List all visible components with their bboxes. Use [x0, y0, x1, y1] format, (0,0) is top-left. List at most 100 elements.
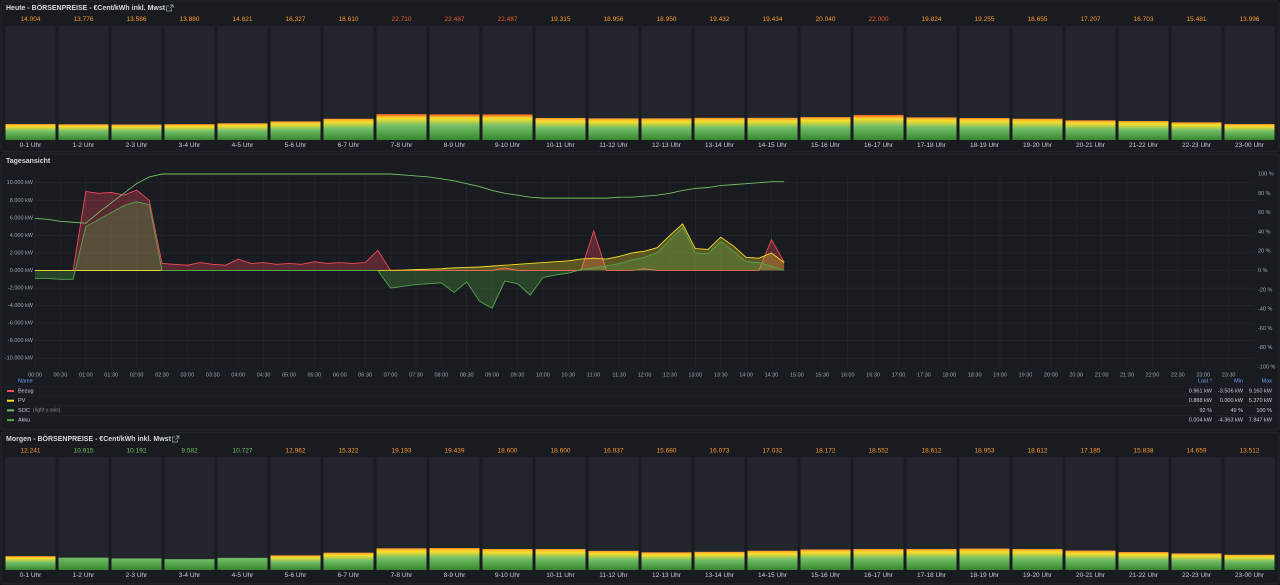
gauge-value: 16.327	[286, 16, 306, 23]
gauge-label: 20-21 Uhr	[1076, 142, 1106, 149]
gauge-label: 6-7 Uhr	[338, 142, 361, 149]
gauge-value: 10.915	[74, 448, 94, 455]
gauge-label: 3-4 Uhr	[179, 142, 202, 149]
legend-name[interactable]: Bezug	[18, 388, 34, 394]
gauge-bar	[164, 124, 215, 140]
gauge-value: 19.439	[445, 448, 465, 455]
gauge-bar	[217, 123, 268, 140]
y2-tick-label: 20 %	[1258, 249, 1271, 255]
gauge-background	[5, 457, 56, 570]
x-tick-label: 21:30	[1120, 372, 1134, 378]
link-icon[interactable]	[166, 4, 174, 12]
series-line	[35, 201, 785, 309]
gauge-label: 21-22 Uhr	[1129, 142, 1159, 149]
gauge-label: 4-5 Uhr	[232, 572, 255, 579]
x-tick-label: 06:30	[358, 372, 372, 378]
series-line	[35, 223, 785, 271]
gauge-label: 0-1 Uhr	[20, 142, 43, 149]
gauge-background	[164, 26, 215, 140]
gauge-value: 12.241	[21, 448, 41, 455]
gauge-background	[270, 457, 321, 570]
gauge-bar	[111, 558, 162, 570]
gauge-label: 11-12 Uhr	[599, 572, 628, 579]
gauge-label: 22-23 Uhr	[1182, 142, 1212, 149]
y-tick-label: -2.000 kW	[8, 285, 34, 291]
gauge-bar	[323, 552, 374, 570]
x-tick-label: 16:00	[841, 372, 855, 378]
gauge-bar	[694, 551, 745, 570]
legend-name[interactable]: PV	[18, 398, 26, 404]
gauge-bar	[747, 550, 798, 570]
gauge-value: 22.487	[498, 16, 518, 23]
gauge-label: 17-18 Uhr	[917, 142, 947, 149]
gauge-value: 14.659	[1187, 448, 1207, 455]
y-tick-label: 2.000 kW	[10, 250, 34, 256]
x-tick-label: 05:30	[307, 372, 321, 378]
gauge-bar	[1065, 120, 1116, 140]
gauge-value: 19.315	[551, 16, 571, 23]
gauge-value: 17.032	[763, 448, 783, 455]
gauge-bar	[906, 548, 957, 570]
y-tick-label: -8.000 kW	[8, 338, 34, 344]
x-tick-label: 16:30	[866, 372, 880, 378]
legend-name[interactable]: SOC	[18, 408, 30, 414]
gauge-bar	[429, 548, 480, 570]
legend-stat: 0.000 kW	[1220, 398, 1244, 404]
gauge-bar	[58, 124, 109, 140]
gauge-bar	[1118, 120, 1169, 140]
gauge-bar	[1171, 553, 1222, 570]
gauge-bar	[588, 118, 639, 140]
x-tick-label: 00:00	[28, 372, 42, 378]
gauge-value: 16.073	[710, 448, 730, 455]
y-tick-label: 6.000 kW	[10, 215, 34, 221]
gauge-value: 14.004	[21, 16, 41, 23]
gauge-value: 16.703	[1134, 16, 1154, 23]
link-icon[interactable]	[172, 435, 180, 443]
gauge-value: 17.185	[1081, 448, 1101, 455]
gauge-background	[217, 26, 268, 140]
y2-tick-label: -100 %	[1258, 364, 1276, 370]
gauge-background	[270, 26, 321, 140]
series-line	[35, 189, 785, 271]
gauge-bar	[1224, 554, 1275, 570]
gauge-bar	[906, 117, 957, 140]
gauge-bar	[641, 552, 692, 570]
gauge-value: 13.586	[127, 16, 147, 23]
gauge-label: 22-23 Uhr	[1182, 572, 1212, 579]
x-tick-label: 08:30	[460, 372, 474, 378]
y-tick-label: -6.000 kW	[8, 321, 34, 327]
gauge-label: 12-13 Uhr	[652, 142, 682, 149]
gauge-value: 15.838	[1134, 448, 1154, 455]
legend-name[interactable]: Akku	[18, 418, 30, 424]
x-tick-label: 09:00	[485, 372, 499, 378]
y2-tick-label: 60 %	[1258, 210, 1271, 216]
gauge-bar	[1012, 118, 1063, 140]
gauge-value: 13.512	[1240, 448, 1260, 455]
gauge-label: 18-19 Uhr	[970, 142, 1000, 149]
gauge-label: 18-19 Uhr	[970, 572, 1000, 579]
gauge-value: 22.000	[869, 16, 889, 23]
gauge-label: 19-20 Uhr	[1023, 142, 1053, 149]
gauge-bar	[641, 118, 692, 140]
gauge-value: 19.434	[763, 16, 783, 23]
gauge-bar	[535, 117, 586, 140]
gauge-label: 16-17 Uhr	[864, 572, 894, 579]
gauge-label: 11-12 Uhr	[599, 142, 628, 149]
gauge-value: 18.612	[922, 448, 942, 455]
gauge-label: 5-6 Uhr	[285, 572, 308, 579]
x-tick-label: 13:00	[688, 372, 702, 378]
gauge-value: 20.040	[816, 16, 836, 23]
y-tick-label: -4.000 kW	[8, 303, 34, 309]
legend-stat: -4.363 kW	[1218, 418, 1244, 424]
x-tick-label: 01:00	[79, 372, 93, 378]
gauge-value: 19.255	[975, 16, 995, 23]
gauge-value: 18.612	[1028, 448, 1048, 455]
gauge-label: 23-00 Uhr	[1235, 572, 1265, 579]
x-tick-label: 21:00	[1095, 372, 1109, 378]
gauge-label: 8-9 Uhr	[444, 572, 467, 579]
gauge-label: 7-8 Uhr	[391, 142, 414, 149]
gauge-label: 1-2 Uhr	[73, 572, 96, 579]
gauge-bar	[482, 548, 533, 570]
gauge-label: 21-22 Uhr	[1129, 572, 1159, 579]
gauge-value: 22.487	[445, 16, 465, 23]
